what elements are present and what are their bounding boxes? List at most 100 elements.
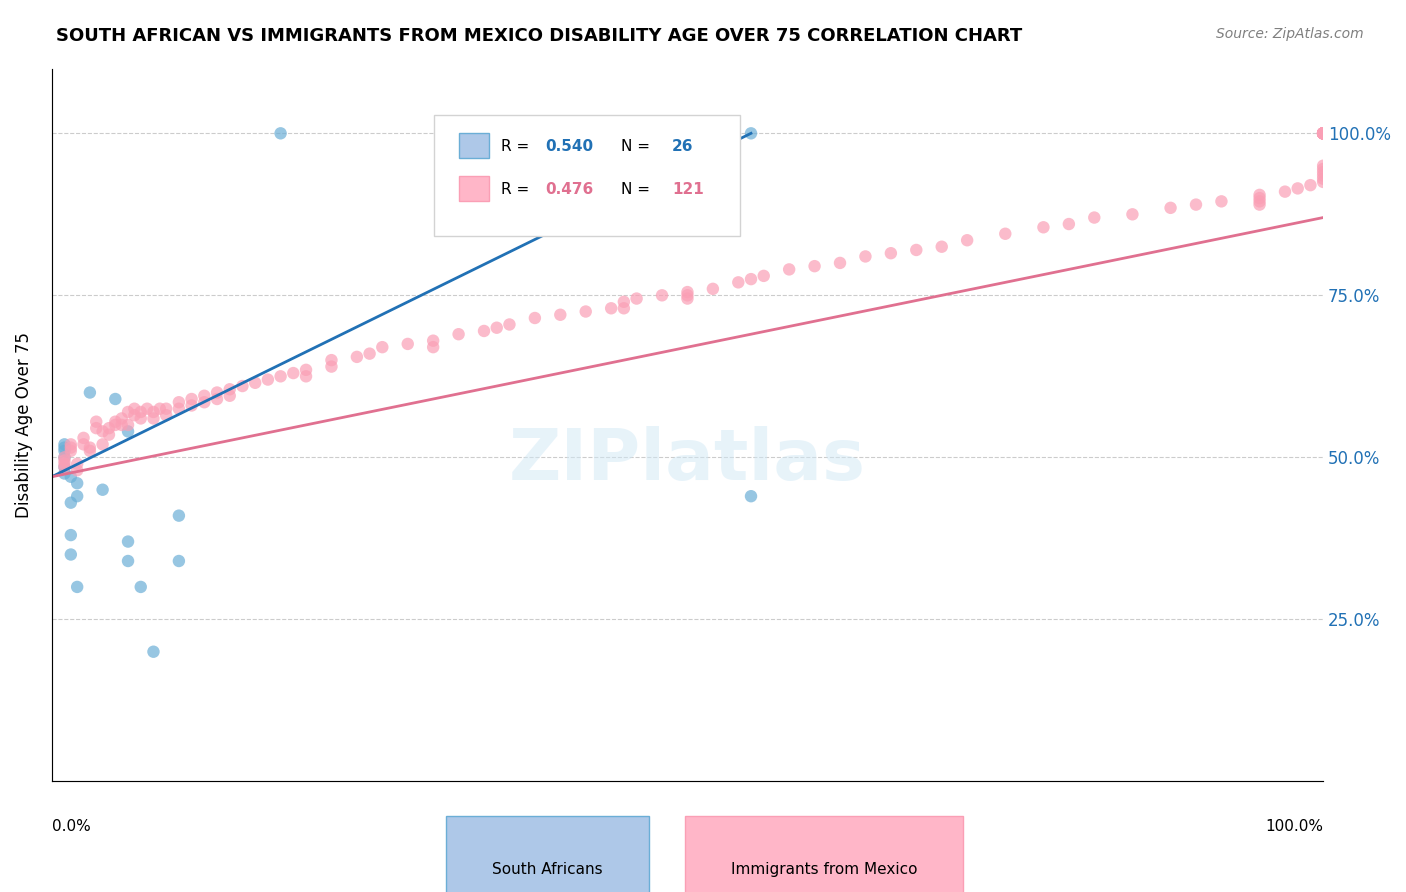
Point xyxy=(1312,126,1334,140)
Point xyxy=(59,548,82,562)
Point xyxy=(422,334,444,348)
Point xyxy=(142,411,165,425)
Point xyxy=(91,425,114,439)
Point xyxy=(66,489,89,503)
Point xyxy=(346,350,368,364)
Point xyxy=(243,376,266,390)
Point xyxy=(270,369,292,384)
Point xyxy=(66,457,89,471)
Text: R =: R = xyxy=(501,182,534,197)
Point xyxy=(117,425,139,439)
Point xyxy=(1121,207,1143,221)
Point xyxy=(498,318,520,332)
Point xyxy=(523,311,546,326)
Point xyxy=(651,288,673,302)
Point xyxy=(1211,194,1233,209)
Point xyxy=(740,272,762,286)
Point xyxy=(1185,197,1208,211)
Point xyxy=(1312,126,1334,140)
Y-axis label: Disability Age Over 75: Disability Age Over 75 xyxy=(15,332,32,518)
Point xyxy=(142,645,165,659)
Point xyxy=(270,126,292,140)
Point xyxy=(1274,185,1296,199)
Point xyxy=(676,292,699,306)
Point xyxy=(91,483,114,497)
Point xyxy=(53,450,76,465)
Point xyxy=(1312,126,1334,140)
Point xyxy=(613,294,636,309)
Point xyxy=(111,417,134,432)
Point xyxy=(205,385,228,400)
Point xyxy=(104,415,127,429)
Point xyxy=(97,427,120,442)
Point xyxy=(1312,171,1334,186)
Point xyxy=(803,259,825,273)
Point xyxy=(53,457,76,471)
Point xyxy=(79,441,101,455)
Point xyxy=(1032,220,1054,235)
Point xyxy=(53,443,76,458)
Point xyxy=(727,276,749,290)
Point xyxy=(1312,126,1334,140)
Text: N =: N = xyxy=(621,139,655,154)
Point xyxy=(124,408,146,422)
Point xyxy=(218,389,240,403)
Point xyxy=(321,359,343,374)
Point xyxy=(79,385,101,400)
Point xyxy=(111,411,134,425)
Point xyxy=(117,554,139,568)
Point xyxy=(371,340,394,354)
Point xyxy=(53,441,76,455)
Point xyxy=(1249,191,1271,205)
Point xyxy=(59,528,82,542)
Point xyxy=(1312,126,1334,140)
Point xyxy=(1286,181,1309,195)
Point xyxy=(880,246,903,260)
Point xyxy=(956,233,979,247)
Point xyxy=(422,340,444,354)
Point xyxy=(257,373,280,387)
Point xyxy=(295,363,318,377)
Point xyxy=(994,227,1017,241)
Point xyxy=(231,379,253,393)
Point xyxy=(752,268,775,283)
Text: South Africans: South Africans xyxy=(492,863,603,877)
Point xyxy=(905,243,928,257)
Point xyxy=(193,395,215,409)
Point xyxy=(931,240,953,254)
Point xyxy=(53,460,76,475)
Point xyxy=(676,285,699,299)
Point xyxy=(1312,175,1334,189)
Point xyxy=(485,320,508,334)
Point xyxy=(136,401,159,416)
Point xyxy=(66,463,89,477)
Point xyxy=(321,353,343,368)
Point xyxy=(1312,126,1334,140)
Text: 100.0%: 100.0% xyxy=(1265,819,1323,834)
Point xyxy=(79,443,101,458)
Point xyxy=(59,443,82,458)
Point xyxy=(167,401,190,416)
Point xyxy=(167,395,190,409)
Point xyxy=(740,489,762,503)
Text: Source: ZipAtlas.com: Source: ZipAtlas.com xyxy=(1216,27,1364,41)
Point xyxy=(740,126,762,140)
Point xyxy=(1312,126,1334,140)
Point xyxy=(117,534,139,549)
Point xyxy=(295,369,318,384)
Point xyxy=(550,308,572,322)
Point xyxy=(180,392,202,406)
Point xyxy=(129,580,152,594)
Point xyxy=(53,450,76,465)
Point xyxy=(600,301,623,316)
Point xyxy=(1083,211,1105,225)
Point xyxy=(124,401,146,416)
Text: 0.0%: 0.0% xyxy=(52,819,90,834)
Point xyxy=(1312,126,1334,140)
Point xyxy=(53,460,76,475)
Point xyxy=(193,389,215,403)
Point xyxy=(59,437,82,451)
Point xyxy=(84,421,107,435)
Point xyxy=(66,580,89,594)
Point xyxy=(129,405,152,419)
